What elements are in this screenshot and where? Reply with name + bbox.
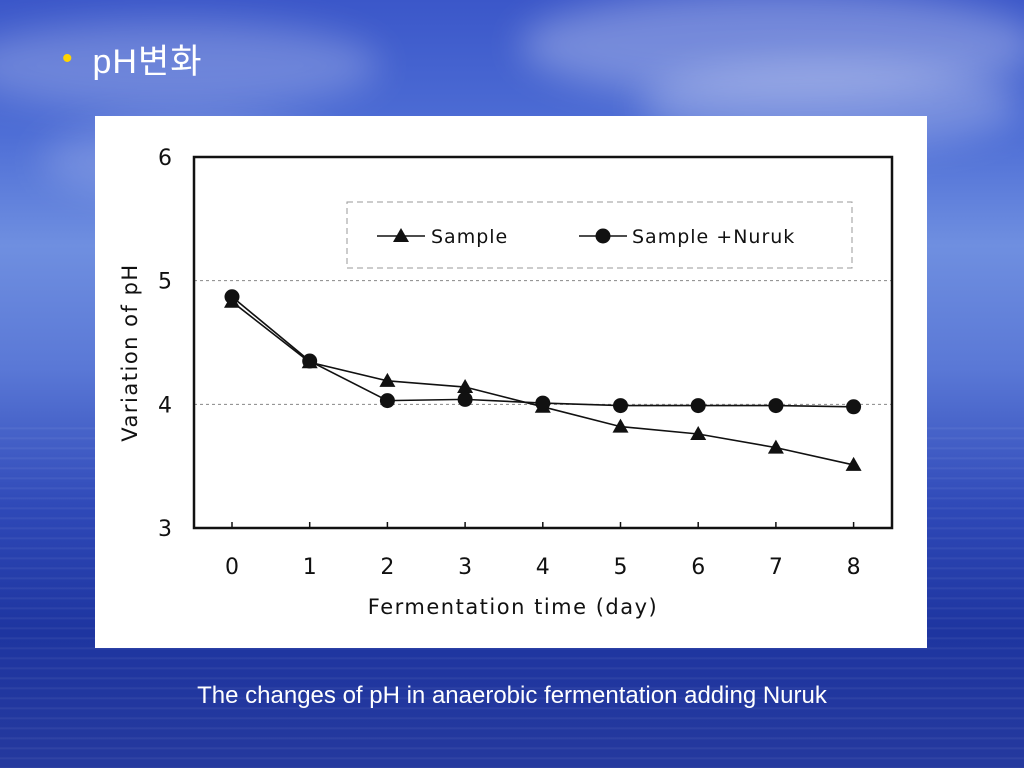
data-point-circle	[690, 398, 706, 414]
data-point-triangle	[379, 372, 396, 387]
legend-marker-circle	[595, 228, 611, 244]
y-tick-label: 6	[158, 146, 172, 171]
y-tick-label: 5	[158, 270, 172, 295]
data-point-triangle	[690, 426, 707, 441]
data-point-circle	[613, 398, 628, 414]
data-point-circle	[224, 289, 240, 305]
legend-label: Sample	[431, 226, 508, 248]
x-axis-label: Fermentation time (day)	[368, 595, 658, 619]
x-tick-label: 1	[303, 555, 317, 580]
data-point-circle	[379, 393, 395, 409]
data-point-circle	[846, 399, 862, 415]
y-tick-label: 3	[158, 517, 172, 542]
slide-caption: The changes of pH in anaerobic fermentat…	[197, 682, 827, 709]
x-tick-label: 8	[847, 555, 861, 580]
x-tick-label: 5	[614, 555, 628, 580]
data-point-circle	[457, 391, 473, 407]
x-tick-label: 6	[691, 555, 705, 580]
y-tick-label: 4	[158, 393, 172, 418]
legend-label: Sample +Nuruk	[632, 226, 795, 248]
sky-cloud	[0, 20, 380, 110]
data-point-triangle	[845, 456, 862, 471]
chart-panel: 0 1 2 3 4 5 6 7 8 3 4 5 6 Fermentation time (day) Vari…	[95, 116, 927, 648]
y-axis-label: Variation of pH	[118, 263, 142, 441]
data-point-circle	[302, 353, 318, 369]
series-line	[231, 296, 854, 408]
data-point-triangle	[612, 418, 629, 433]
data-point-triangle	[767, 439, 784, 454]
data-point-circle	[768, 398, 784, 414]
x-tick-label: 0	[225, 555, 239, 580]
x-tick-label: 3	[458, 555, 472, 580]
x-tick-label: 4	[536, 555, 550, 580]
sky-cloud	[520, 0, 1024, 100]
x-tick-label: 7	[769, 555, 783, 580]
ph-line-chart: 0 1 2 3 4 5 6 7 8 3 4 5 6 Fermentation time (day) Vari…	[118, 146, 894, 619]
bullet-icon: •	[62, 41, 73, 75]
slide-title: pH변화	[92, 43, 203, 81]
data-point-circle	[535, 395, 551, 411]
slide-title-row: • pH변화	[62, 34, 203, 83]
data-point-triangle	[457, 379, 474, 394]
x-tick-label: 2	[380, 555, 394, 580]
legend-marker-triangle	[393, 228, 409, 242]
series-line	[231, 301, 854, 466]
